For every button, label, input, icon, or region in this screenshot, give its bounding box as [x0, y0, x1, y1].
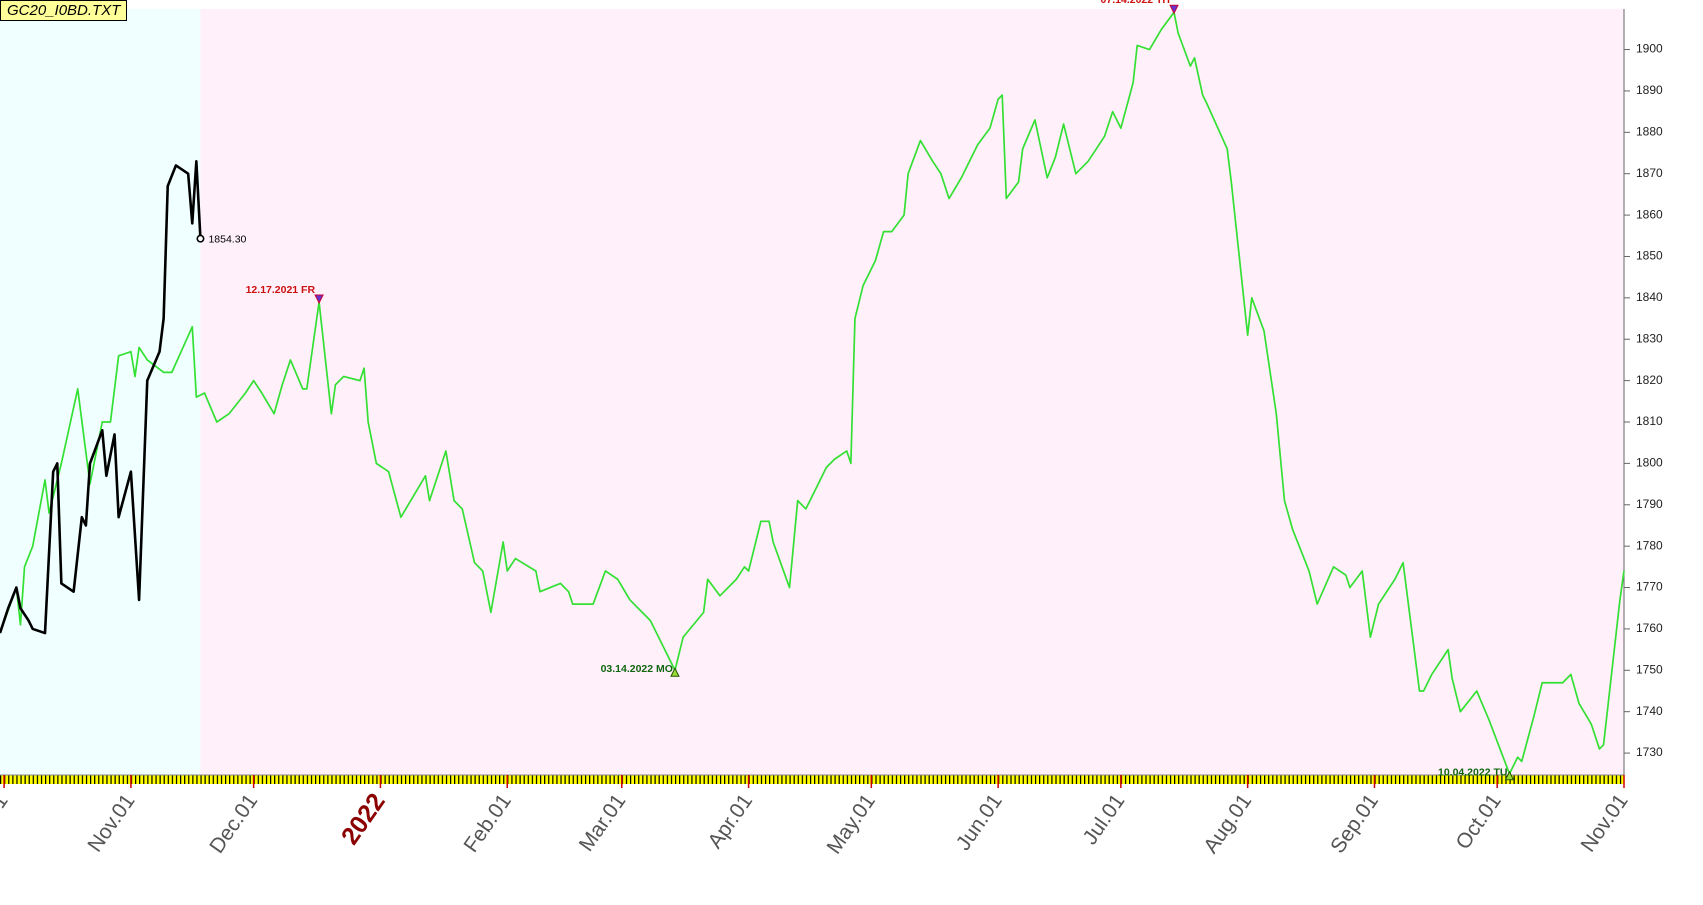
actual-zone	[0, 9, 201, 775]
y-tick-label: 1730	[1636, 745, 1663, 759]
x-tick-label: Aug.01	[1199, 790, 1256, 858]
y-tick-label: 1780	[1636, 538, 1663, 552]
x-tick-label: Mar.01	[575, 790, 631, 856]
annotation: 07.14.2022 TH	[1101, 0, 1170, 6]
x-tick-label: Jun.01	[952, 790, 1007, 855]
x-tick-label: Dec.01	[205, 790, 262, 858]
x-tick-label: May.01	[823, 790, 880, 858]
y-tick-label: 1880	[1636, 124, 1663, 138]
x-tick-label: Oct.01	[0, 790, 13, 854]
x-tick-label: Jul.01	[1078, 790, 1129, 849]
y-tick-label: 1770	[1636, 580, 1663, 594]
x-tick-label: 2022	[336, 788, 391, 850]
y-tick-label: 1820	[1636, 373, 1663, 387]
annotation: 10.04.2022 TU	[1438, 767, 1507, 779]
high-marker	[1169, 4, 1179, 15]
y-tick-label: 1740	[1636, 704, 1663, 718]
y-tick-label: 1760	[1636, 621, 1663, 635]
y-tick-label: 1830	[1636, 331, 1663, 345]
y-tick-label: 1810	[1636, 414, 1663, 428]
x-tick-label: Apr.01	[704, 790, 758, 853]
last-point	[196, 234, 205, 243]
annotation: 12.17.2021 FR	[246, 284, 316, 296]
y-tick-label: 1790	[1636, 497, 1663, 511]
y-tick-label: 1850	[1636, 249, 1663, 263]
y-tick-label: 1750	[1636, 662, 1663, 676]
annotation: 03.14.2022 MO	[601, 663, 673, 675]
y-tick-label: 1800	[1636, 456, 1663, 470]
y-tick-label: 1840	[1636, 290, 1663, 304]
y-tick-label: 1890	[1636, 83, 1663, 97]
y-tick-label: 1900	[1636, 42, 1663, 56]
projection-zone	[200, 9, 1624, 775]
low-marker	[1504, 770, 1515, 781]
x-tick-label: Oct.01	[1451, 790, 1505, 854]
low-marker	[670, 667, 680, 677]
day-ticks	[0, 775, 1624, 784]
series-line	[0, 11, 1625, 775]
x-tick-label: Feb.01	[460, 790, 516, 857]
x-tick-label: Sep.01	[1326, 790, 1383, 858]
x-tick-label: Nov.01	[83, 790, 139, 856]
value-label: 1854.30	[208, 233, 246, 245]
high-marker	[314, 294, 324, 305]
x-tick-label: Nov.01	[1577, 790, 1633, 856]
y-tick-label: 1860	[1636, 207, 1663, 221]
chart-title: GC20_I0BD.TXT	[0, 0, 128, 21]
series-line	[0, 159, 202, 635]
y-tick-label: 1870	[1636, 166, 1663, 180]
